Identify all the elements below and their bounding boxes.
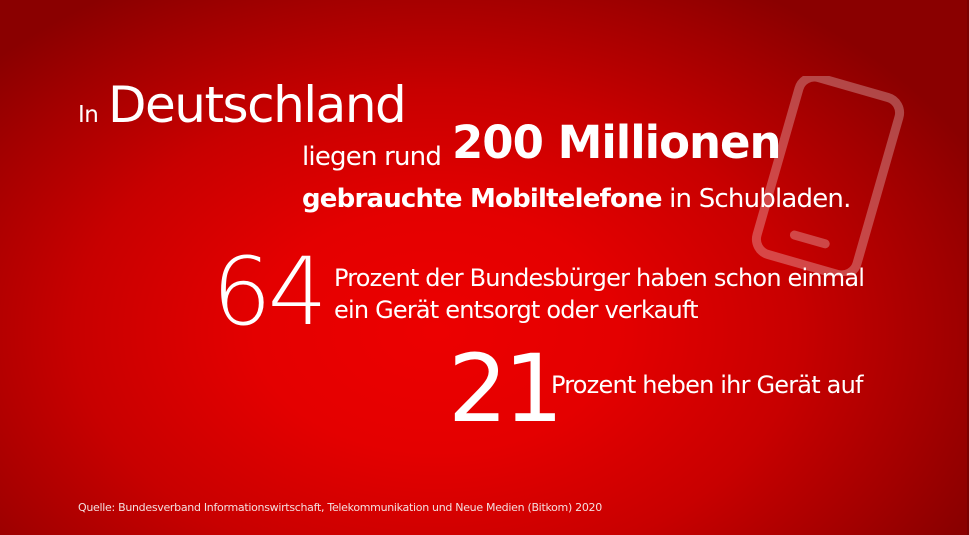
source-citation: Quelle: Bundesverband Informationswirtsc… — [78, 501, 602, 514]
stat-text-64-line2: ein Gerät entsorgt oder verkauft — [334, 296, 699, 324]
headline-subject-rest: in Schubladen. — [661, 184, 851, 214]
headline-subject-bold: gebrauchte Mobiltelefone — [302, 184, 662, 214]
stat-value-21: 21 — [448, 335, 564, 444]
smartphone-icon — [751, 76, 905, 276]
stat-text-64: Prozent der Bundesbürger haben schon ein… — [334, 262, 865, 326]
headline-verb: liegen rund — [302, 142, 442, 172]
headline-amount: 200 Millionen — [452, 116, 782, 169]
headline-subject: gebrauchte Mobiltelefone in Schubladen. — [302, 186, 851, 212]
stat-value-64: 64 — [212, 238, 328, 347]
headline-country: Deutschland — [108, 76, 407, 134]
stat-text-21: Prozent heben ihr Gerät auf — [551, 371, 863, 399]
headline-in: In — [78, 102, 99, 128]
right-edge-divider — [967, 0, 969, 535]
stat-text-64-line1: Prozent der Bundesbürger haben schon ein… — [334, 264, 865, 292]
